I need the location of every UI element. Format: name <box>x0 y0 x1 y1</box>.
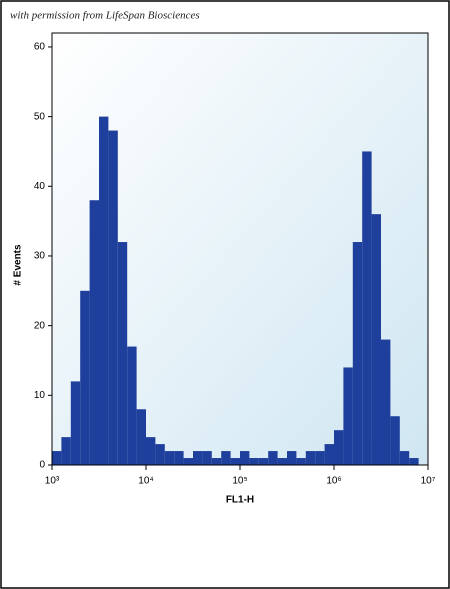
bar <box>221 451 231 465</box>
bar <box>164 451 175 465</box>
bar <box>334 430 344 465</box>
bar <box>211 458 222 465</box>
bar <box>240 451 250 465</box>
bar <box>381 339 391 465</box>
bar <box>80 290 90 465</box>
y-tick-label: 0 <box>39 460 45 471</box>
y-tick-label: 50 <box>34 111 46 122</box>
bar <box>202 451 212 465</box>
bar <box>296 458 306 465</box>
watermark: with permission from LifeSpan Bioscience… <box>10 10 200 22</box>
bar <box>352 242 363 465</box>
bar <box>268 451 278 465</box>
bar <box>89 200 99 465</box>
bar <box>409 458 419 465</box>
bar <box>108 130 118 465</box>
bar <box>362 151 372 466</box>
bar <box>399 451 410 465</box>
bar <box>117 242 128 465</box>
bar <box>52 451 62 465</box>
bar <box>174 451 184 465</box>
x-tick-label: 10³ <box>45 476 60 487</box>
x-axis-label: FL1-H <box>226 495 254 506</box>
bar <box>193 451 203 465</box>
bar <box>70 381 81 465</box>
y-tick-label: 10 <box>34 390 46 401</box>
x-tick-label: 10⁷ <box>421 476 436 487</box>
bar <box>183 458 194 465</box>
bar <box>343 367 353 465</box>
bar <box>98 116 109 465</box>
x-tick-label: 10⁶ <box>326 476 341 487</box>
x-tick-label: 10⁴ <box>138 476 153 487</box>
bar <box>390 416 400 465</box>
y-tick-label: 20 <box>34 320 46 331</box>
bar <box>155 444 165 465</box>
bar <box>258 458 269 465</box>
bar <box>146 437 156 465</box>
bar <box>371 214 382 465</box>
bar <box>277 458 288 465</box>
bar <box>287 451 297 465</box>
y-tick-label: 40 <box>34 181 46 192</box>
bar <box>249 458 259 465</box>
y-tick-label: 60 <box>34 42 46 53</box>
bar <box>127 346 137 465</box>
bar <box>305 451 316 465</box>
bar <box>136 409 146 465</box>
bar <box>230 458 240 465</box>
y-axis-label: # Events <box>13 244 24 286</box>
bar <box>315 451 325 465</box>
bar <box>61 437 71 465</box>
y-tick-label: 30 <box>34 251 46 262</box>
bar <box>324 444 334 465</box>
x-tick-label: 10⁵ <box>232 476 247 487</box>
